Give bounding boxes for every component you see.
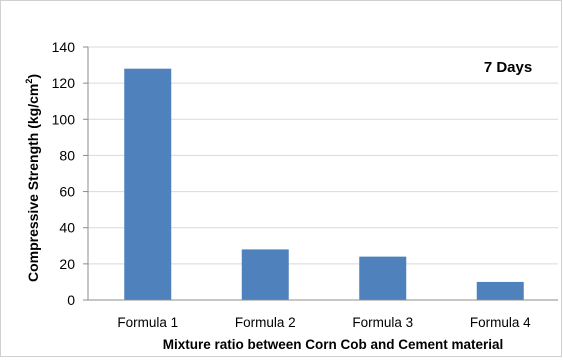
y-tick-label: 20 <box>59 256 75 272</box>
bars <box>124 68 524 300</box>
y-axis-label: Compressive Strength (kg/cm2) <box>24 74 41 282</box>
x-tick-label: Formula 3 <box>352 315 413 330</box>
axes <box>83 46 558 301</box>
x-tick-label: Formula 4 <box>470 315 531 330</box>
y-tick-label: 100 <box>52 111 76 127</box>
y-axis-label-superscript: 2 <box>24 79 34 84</box>
y-tick-label: 60 <box>59 184 75 200</box>
y-tick-label: 0 <box>67 292 75 308</box>
y-axis-label-base: Compressive Strength (kg/cm <box>25 84 41 282</box>
chart-annotation: 7 Days <box>484 59 532 76</box>
x-tick-labels: Formula 1 Formula 2 Formula 3 Formula 4 <box>117 315 531 330</box>
bar-formula-2 <box>241 249 289 300</box>
y-tick-label: 120 <box>52 75 76 91</box>
bar-formula-1 <box>124 68 172 300</box>
bar-formula-3 <box>359 256 407 300</box>
y-tick-labels: 0 20 40 60 80 100 120 140 <box>52 39 76 308</box>
y-tick-label: 80 <box>59 147 75 163</box>
y-tick-label: 40 <box>59 220 75 236</box>
x-tick-label: Formula 1 <box>117 315 178 330</box>
y-axis-label-end: ) <box>25 74 41 79</box>
x-axis-label: Mixture ratio between Corn Cob and Cemen… <box>163 337 504 352</box>
y-tick-label: 140 <box>52 39 76 55</box>
bar-formula-4 <box>476 281 524 300</box>
x-tick-label: Formula 2 <box>235 315 296 330</box>
